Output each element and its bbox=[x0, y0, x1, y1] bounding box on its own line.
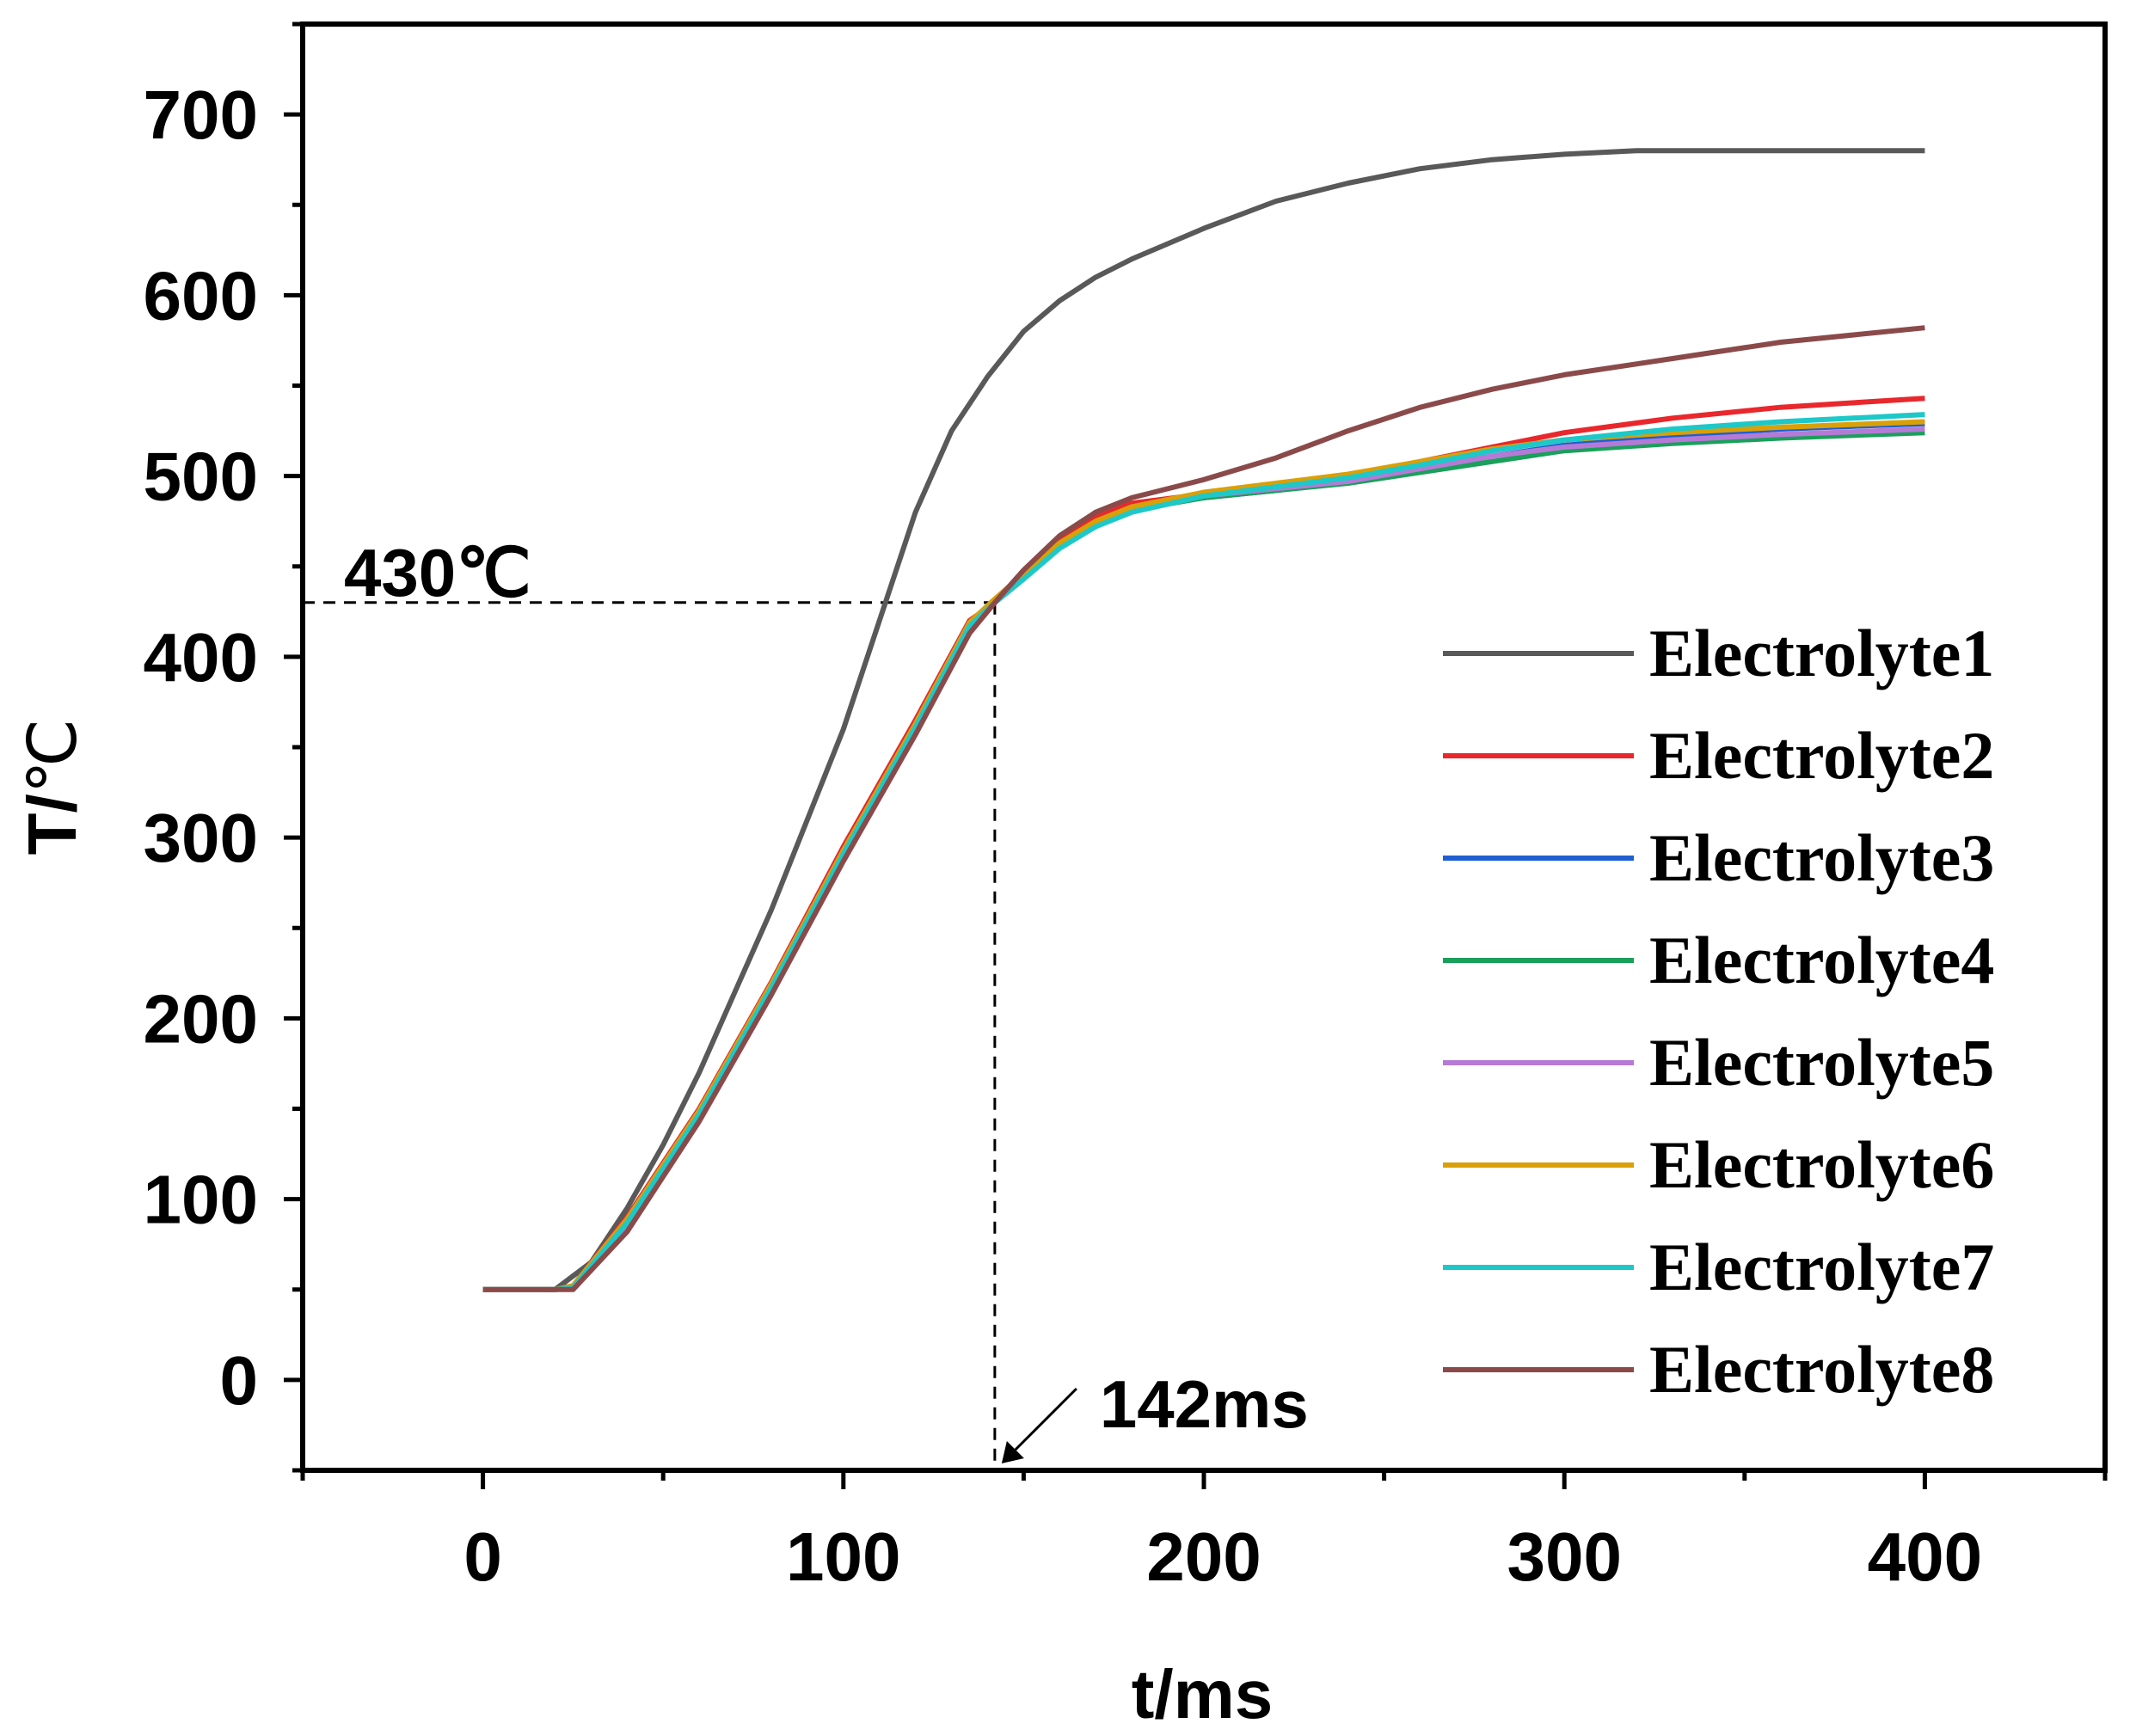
x-tick-label: 200 bbox=[1146, 1518, 1261, 1595]
annotations: 430℃ 142ms bbox=[303, 535, 1309, 1470]
y-axis-title-unit: ℃ bbox=[15, 719, 90, 794]
y-tick-label: 400 bbox=[144, 619, 258, 696]
legend-label: Electrolyte8 bbox=[1649, 1332, 1994, 1407]
annotation-label-temperature: 430℃ bbox=[344, 535, 531, 610]
y-tick-label: 700 bbox=[144, 77, 258, 153]
series-line-electrolyte8 bbox=[482, 325, 1925, 1292]
y-tick-label: 0 bbox=[220, 1342, 259, 1419]
legend-label: Electrolyte1 bbox=[1649, 616, 1994, 690]
x-tick-label: 300 bbox=[1507, 1518, 1621, 1595]
y-tick-label: 200 bbox=[144, 980, 258, 1057]
series-line-electrolyte1 bbox=[482, 148, 1925, 1292]
y-axis-ticks: 0 100 200 300 400 500 600 700 bbox=[144, 21, 303, 1473]
x-tick-label: 0 bbox=[463, 1518, 502, 1595]
legend-label: Electrolyte6 bbox=[1649, 1127, 1994, 1202]
y-tick-label: 300 bbox=[144, 800, 258, 876]
legend-label: Electrolyte4 bbox=[1649, 923, 1994, 997]
legend-label: Electrolyte3 bbox=[1649, 820, 1994, 895]
annotation-label-time: 142ms bbox=[1100, 1366, 1309, 1442]
svg-text:T/℃: T/℃ bbox=[14, 719, 90, 856]
y-tick-label: 100 bbox=[144, 1162, 258, 1238]
legend-label: Electrolyte7 bbox=[1649, 1230, 1994, 1304]
legend-label: Electrolyte5 bbox=[1649, 1025, 1994, 1100]
y-tick-label: 600 bbox=[144, 257, 258, 334]
y-axis-title: T/℃ bbox=[14, 719, 90, 856]
series-line-electrolyte7 bbox=[482, 412, 1925, 1292]
x-tick-label: 100 bbox=[786, 1518, 900, 1595]
legend: Electrolyte1 Electrolyte2 Electrolyte3 Elec… bbox=[1443, 616, 1994, 1407]
x-tick-label: 400 bbox=[1868, 1518, 1982, 1595]
y-axis-title-main: T/ bbox=[14, 794, 90, 855]
legend-label: Electrolyte2 bbox=[1649, 718, 1994, 793]
y-tick-label: 500 bbox=[144, 439, 258, 515]
x-axis-title: t/ms bbox=[1132, 1656, 1274, 1733]
annotation-arrow-head bbox=[1001, 1441, 1024, 1463]
series-lines bbox=[482, 148, 1925, 1292]
annotation-arrow-shaft bbox=[1012, 1387, 1077, 1453]
x-axis-ticks: 0 100 200 300 400 bbox=[300, 1470, 2108, 1595]
